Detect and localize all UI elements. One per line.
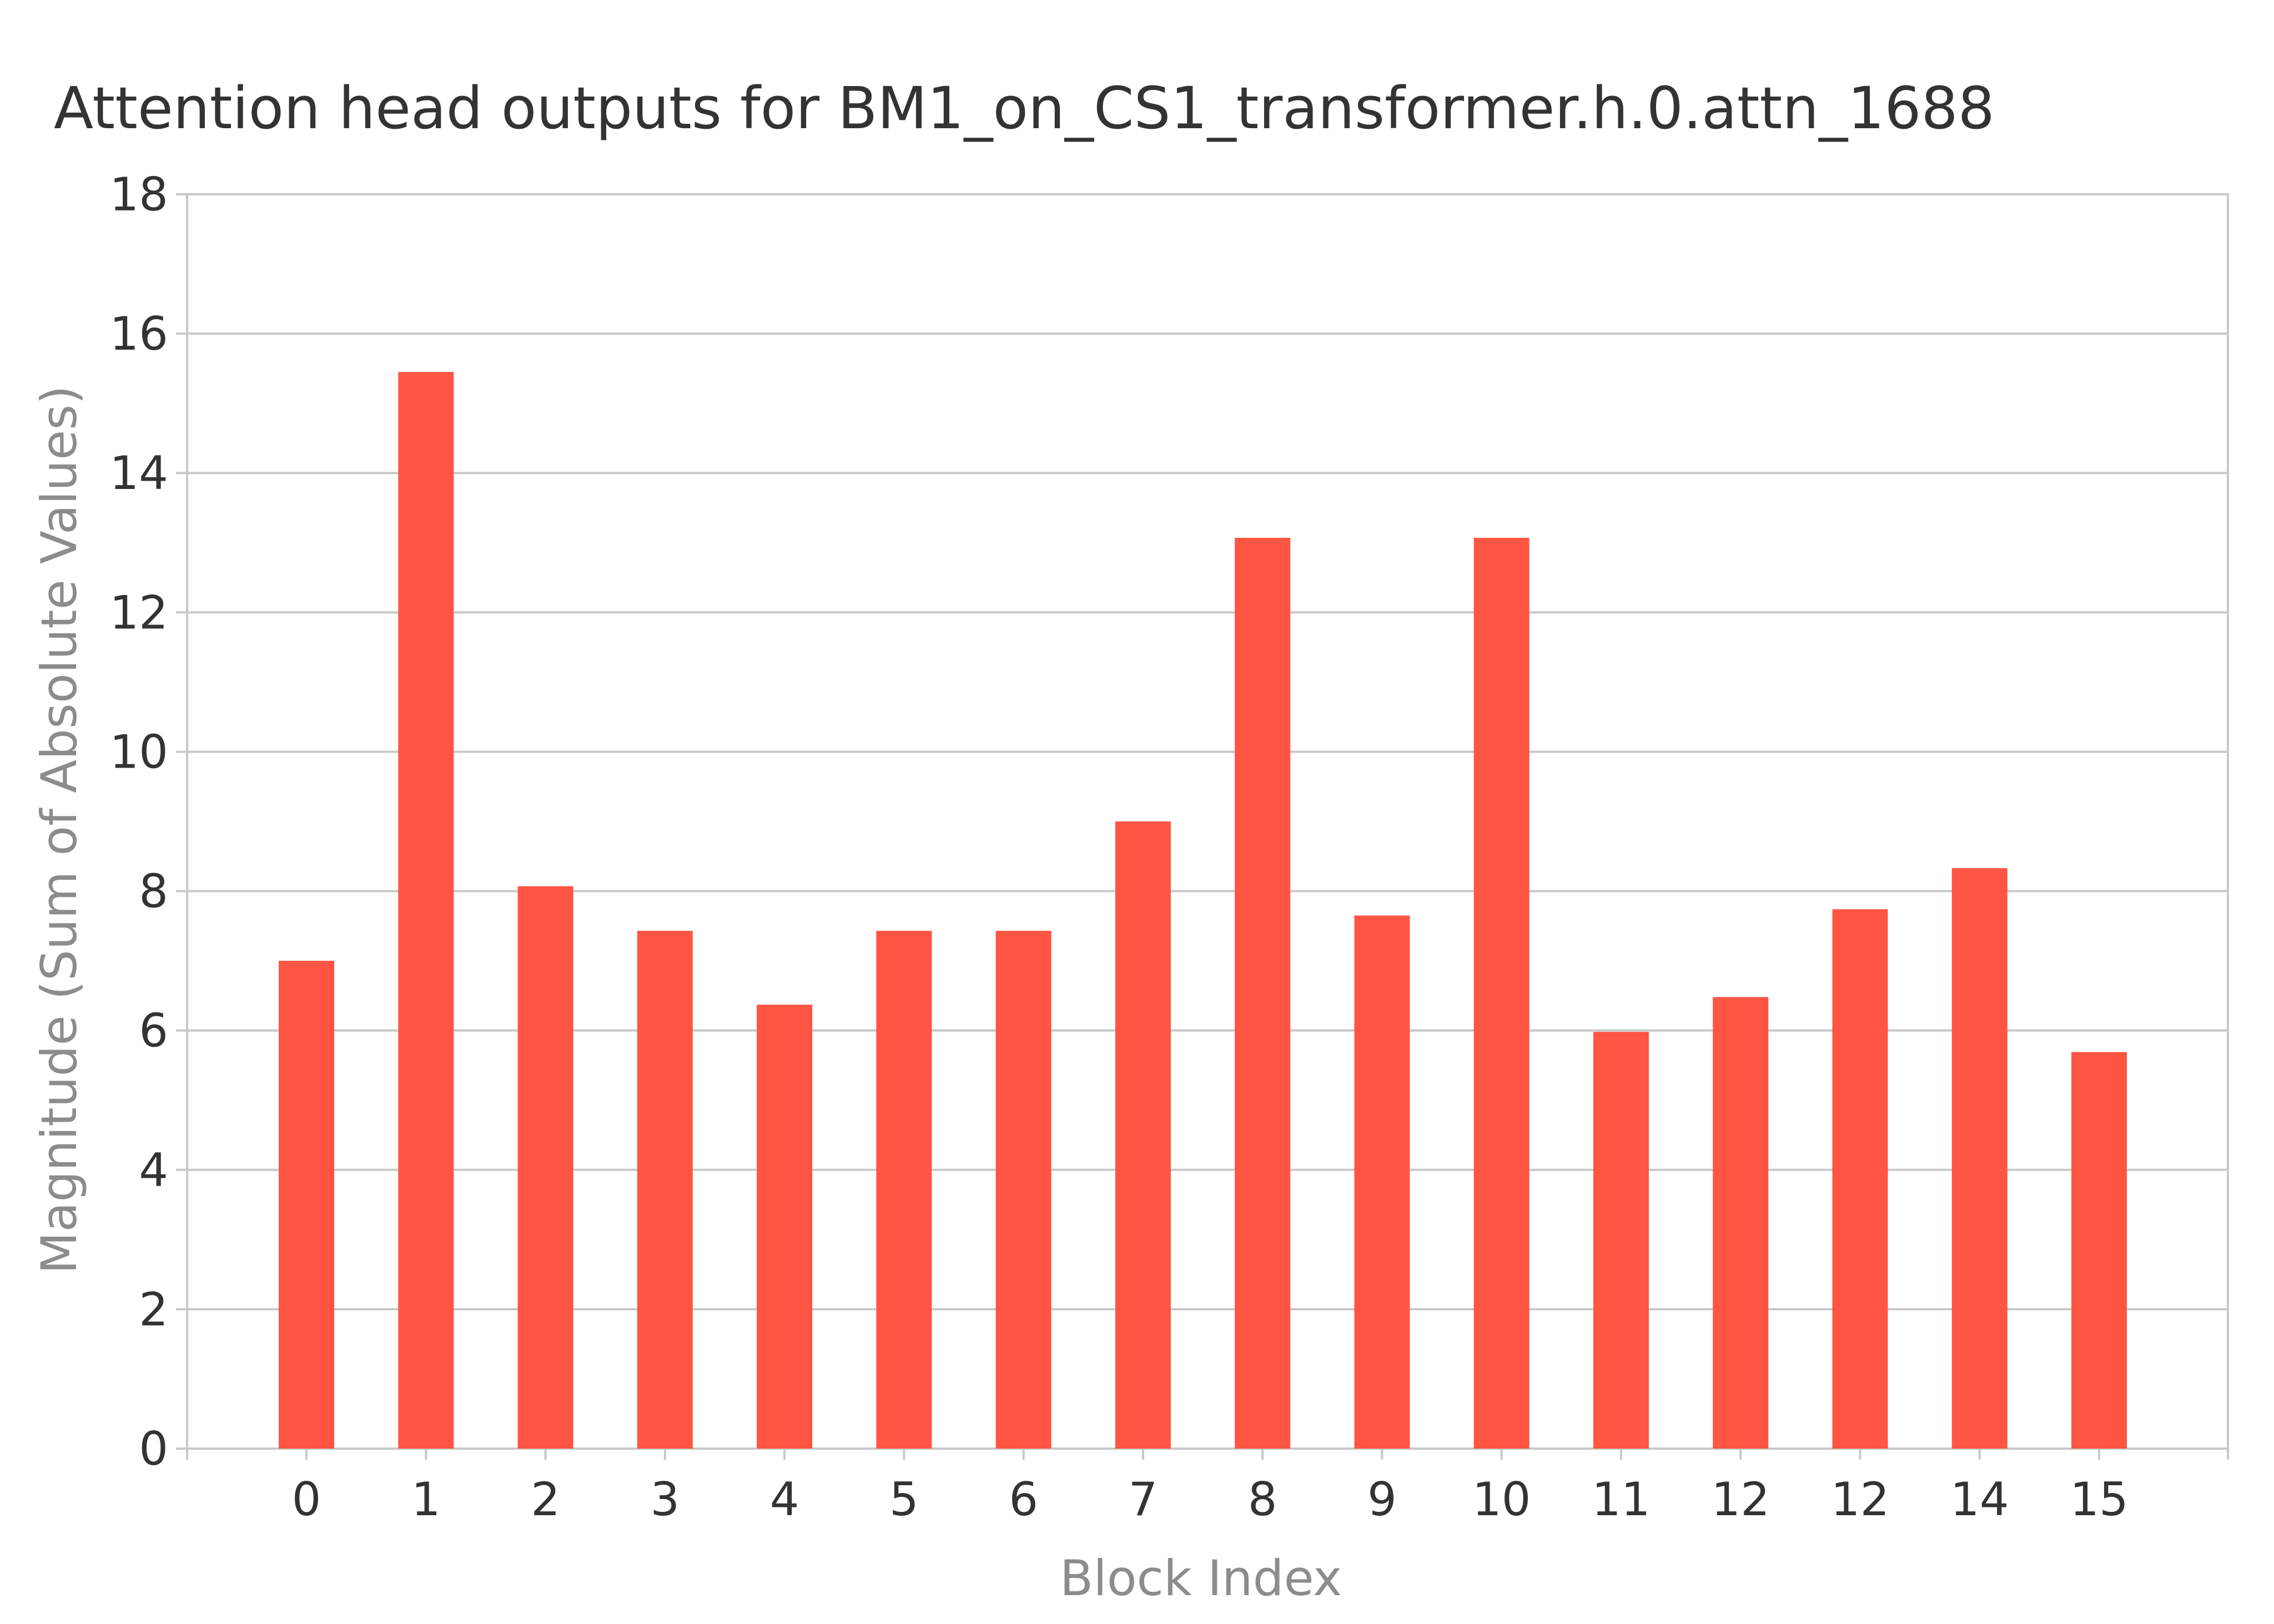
- y-tick-label: 8: [139, 865, 168, 919]
- y-tick-label: 10: [109, 725, 168, 779]
- x-tick-label: 12: [1831, 1472, 1890, 1526]
- y-tick-label: 18: [109, 168, 168, 221]
- y-tick-label: 0: [139, 1422, 168, 1476]
- x-tick-label: 1: [411, 1472, 441, 1526]
- bar-block-4: [757, 1005, 813, 1449]
- x-tick-label: 8: [1248, 1472, 1277, 1526]
- x-tick-label: 11: [1592, 1472, 1651, 1526]
- x-tick-label: 10: [1472, 1472, 1531, 1526]
- y-tick-label: 14: [109, 446, 168, 500]
- bar-block-8: [1235, 537, 1291, 1449]
- y-tick-labels: 0 2 4 6 8 10 12 14 16 18: [109, 168, 168, 1476]
- y-tick-label: 16: [109, 307, 168, 361]
- bar-block-11: [1593, 1032, 1649, 1449]
- bar-block-14: [1951, 868, 2008, 1449]
- bar-block-0: [279, 961, 334, 1449]
- x-tick-label: 12: [1711, 1472, 1770, 1526]
- x-tick-label: 2: [531, 1472, 560, 1526]
- x-tick-label: 15: [2070, 1472, 2129, 1526]
- x-axis-title: Block Index: [1060, 1550, 1342, 1607]
- x-tick-label: 4: [770, 1472, 799, 1526]
- bar-block-6: [995, 931, 1052, 1449]
- bar-block-9: [1354, 915, 1410, 1449]
- x-tick-label: 7: [1128, 1472, 1158, 1526]
- bar-block-7: [1115, 821, 1171, 1449]
- bar-block-3: [637, 931, 693, 1449]
- plot-frame: [186, 193, 2229, 1450]
- y-tick-label: 6: [139, 1004, 168, 1058]
- x-tick-label: 6: [1009, 1472, 1038, 1526]
- y-axis-title: Magnitude (Sum of Absolute Values): [31, 385, 88, 1274]
- bar-layer: [279, 372, 2127, 1449]
- bar-block-1: [398, 372, 454, 1449]
- y-tick-label: 2: [139, 1283, 168, 1336]
- bar-block-2: [517, 886, 573, 1449]
- x-tick-label: 3: [650, 1472, 680, 1526]
- y-tick-label: 4: [139, 1143, 168, 1197]
- bar-block-5: [876, 931, 932, 1449]
- x-tick-label: 14: [1950, 1472, 2009, 1526]
- chart-title: Attention head outputs for BM1_on_CS1_tr…: [54, 74, 1995, 142]
- x-tick-label: 9: [1367, 1472, 1397, 1526]
- x-tick-label: 5: [889, 1472, 919, 1526]
- bar-block-15: [2071, 1052, 2127, 1449]
- bar-block-12: [1713, 997, 1769, 1449]
- grid-layer: [176, 193, 2229, 1460]
- x-tick-label: 0: [292, 1472, 321, 1526]
- bar-block-13: [1832, 909, 1888, 1449]
- x-tick-labels: 0 1 2 3 4 5 6 7 8 9 10 11 12 12 14 15: [292, 1472, 2129, 1526]
- y-tick-label: 12: [109, 586, 168, 639]
- bar-block-10: [1473, 537, 1530, 1449]
